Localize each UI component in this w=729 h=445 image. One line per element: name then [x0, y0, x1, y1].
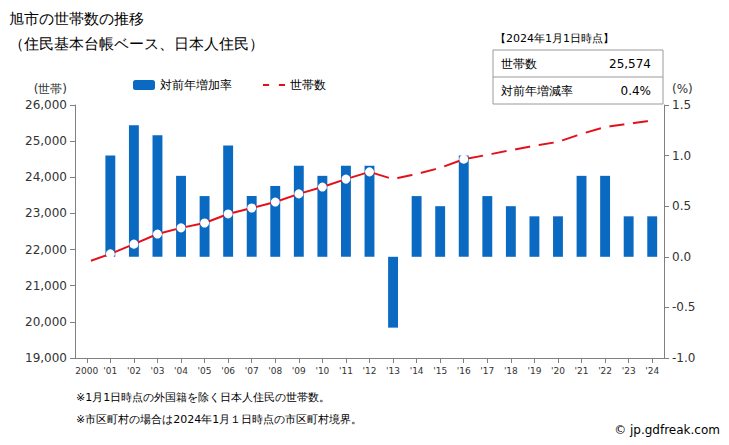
svg-text:世帯数: 世帯数 — [290, 78, 326, 92]
svg-text:※1月1日時点の外国籍を除く日本人住民の世帯数。: ※1月1日時点の外国籍を除く日本人住民の世帯数。 — [76, 391, 330, 404]
svg-text:24,000: 24,000 — [25, 170, 67, 184]
svg-text:23,000: 23,000 — [25, 206, 67, 220]
svg-text:0.4%: 0.4% — [621, 84, 652, 98]
svg-text:0.0: 0.0 — [672, 250, 691, 264]
svg-text:'09: '09 — [292, 366, 306, 376]
svg-text:1.0: 1.0 — [672, 149, 691, 163]
svg-text:'24: '24 — [645, 366, 659, 376]
svg-text:'17: '17 — [480, 366, 494, 376]
svg-text:20,000: 20,000 — [25, 315, 67, 329]
svg-text:19,000: 19,000 — [25, 351, 67, 365]
svg-text:22,000: 22,000 — [25, 243, 67, 257]
svg-text:25,000: 25,000 — [25, 134, 67, 148]
svg-text:'13: '13 — [386, 366, 400, 376]
svg-text:'08: '08 — [268, 366, 282, 376]
svg-text:※市区町村の場合は2024年1月１日時点の市区町村境界。: ※市区町村の場合は2024年1月１日時点の市区町村境界。 — [76, 413, 362, 426]
svg-text:-1.0: -1.0 — [672, 351, 695, 365]
svg-text:'04: '04 — [174, 366, 188, 376]
svg-text:25,574: 25,574 — [609, 57, 651, 71]
svg-text:'05: '05 — [198, 366, 212, 376]
svg-text:（住民基本台帳ベース、日本人住民）: （住民基本台帳ベース、日本人住民） — [9, 35, 264, 53]
svg-text:'07: '07 — [245, 366, 259, 376]
svg-text:'03: '03 — [150, 366, 164, 376]
svg-text:'01: '01 — [103, 366, 117, 376]
svg-text:21,000: 21,000 — [25, 279, 67, 293]
svg-text:世帯数: 世帯数 — [501, 57, 537, 71]
svg-text:'12: '12 — [363, 366, 377, 376]
svg-text:© jp.gdfreak.com: © jp.gdfreak.com — [614, 423, 720, 437]
svg-text:'22: '22 — [598, 366, 612, 376]
svg-text:'16: '16 — [457, 366, 471, 376]
svg-text:'18: '18 — [504, 366, 518, 376]
svg-text:'15: '15 — [433, 366, 447, 376]
svg-text:対前年増加率: 対前年増加率 — [160, 78, 232, 92]
svg-text:26,000: 26,000 — [25, 98, 67, 112]
svg-text:'14: '14 — [410, 366, 424, 376]
svg-text:0.5: 0.5 — [672, 199, 691, 213]
svg-text:【2024年1月1日時点】: 【2024年1月1日時点】 — [495, 32, 614, 45]
svg-text:'20: '20 — [551, 366, 565, 376]
svg-text:'06: '06 — [221, 366, 235, 376]
svg-text:旭市の世帯数の推移: 旭市の世帯数の推移 — [9, 10, 144, 28]
svg-text:'02: '02 — [127, 366, 141, 376]
svg-text:対前年増減率: 対前年増減率 — [501, 84, 573, 98]
svg-text:-0.5: -0.5 — [672, 300, 695, 314]
svg-text:1.5: 1.5 — [672, 98, 691, 112]
svg-text:(%): (%) — [672, 82, 693, 96]
svg-text:'19: '19 — [527, 366, 541, 376]
svg-text:'11: '11 — [339, 366, 353, 376]
svg-text:2000: 2000 — [75, 366, 98, 376]
svg-text:'23: '23 — [622, 366, 636, 376]
svg-text:'21: '21 — [575, 366, 589, 376]
svg-text:'10: '10 — [315, 366, 329, 376]
svg-text:(世帯): (世帯) — [34, 82, 67, 96]
